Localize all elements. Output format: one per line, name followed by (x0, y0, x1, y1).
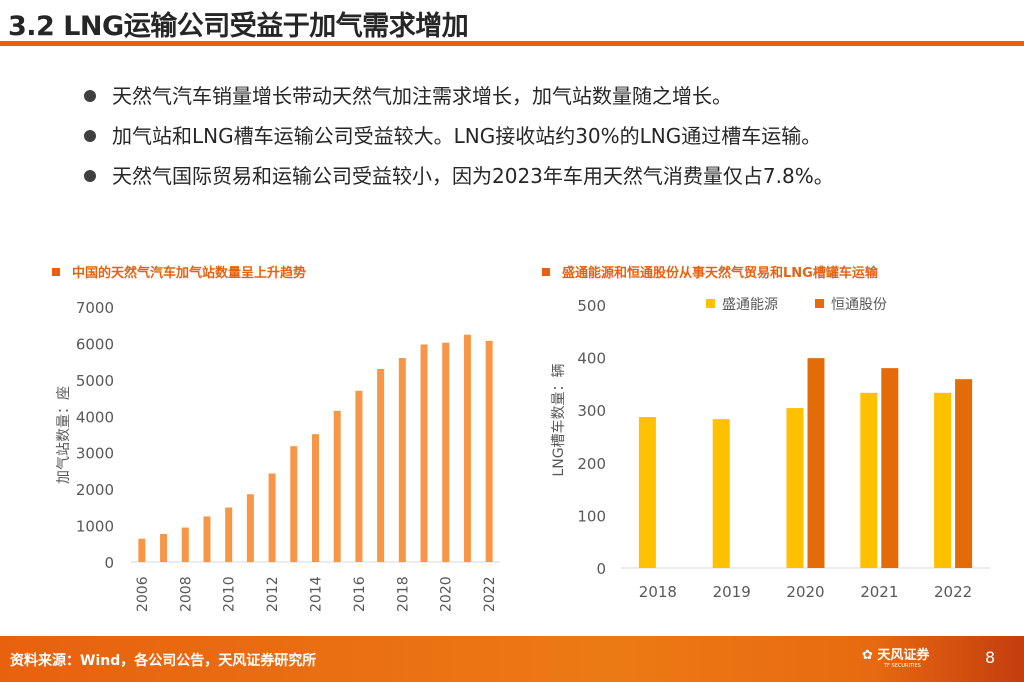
square-bullet-icon (52, 268, 60, 276)
chart2-x-tick: 2021 (860, 583, 898, 601)
page-number: 8 (985, 648, 996, 667)
chart1-bar-2022 (485, 340, 493, 562)
chart1-bar-2012 (268, 473, 276, 562)
chart1-bar-2009 (203, 516, 211, 562)
source-note: 资料来源：Wind，各公司公告，天风证券研究所 (10, 653, 317, 669)
chart2-x-tick: 2019 (713, 583, 751, 601)
slide-title: 3.2 LNG运输公司受益于加气需求增加 (8, 11, 469, 42)
chart1-title-text: 中国的天然气汽车加气站数量呈上升趋势 (72, 266, 307, 281)
chart1-bar-2016 (355, 390, 363, 562)
bullet-list: 天然气汽车销量增长带动天然气加注需求增长，加气站数量随之增长。 加气站和LNG槽… (84, 76, 834, 196)
chart2-bar-2021-1 (881, 368, 899, 568)
chart1-bar-2018 (398, 358, 406, 562)
chart1-y-tick: 1000 (76, 518, 114, 536)
company-logo: ✿ 天风证券 TF SECURITIES (862, 644, 929, 669)
chart1-bar-2015 (333, 410, 341, 562)
chart2-y-tick: 200 (577, 455, 606, 473)
chart2-x-tick: 2018 (639, 583, 677, 601)
legend-swatch (815, 299, 824, 308)
chart1-bar-2006 (138, 538, 146, 562)
chart1-y-tick: 6000 (76, 335, 114, 353)
chart1-bar-2014 (312, 434, 319, 562)
chart1-bar-2017 (377, 368, 385, 562)
logo-flower-icon: ✿ (862, 648, 878, 663)
chart2-bar-2022-1 (955, 379, 973, 568)
chart1-x-tick: 2012 (265, 576, 281, 612)
legend-swatch (706, 299, 715, 308)
bullet-item: 天然气国际贸易和运输公司受益较小，因为2023年车用天然气消费量仅占7.8%。 (84, 156, 834, 196)
chart2-bar-2019-0 (712, 419, 730, 568)
chart1-y-tick: 5000 (76, 372, 114, 390)
chart2-bar-2021-0 (860, 392, 878, 568)
chart2-bar-2018-0 (638, 417, 656, 568)
chart2-bar-2022-0 (934, 392, 952, 568)
chart1-bar-2021 (463, 334, 471, 562)
chart1-title: 中国的天然气汽车加气站数量呈上升趋势 (52, 262, 306, 281)
chart1-y-tick: 3000 (76, 445, 114, 463)
chart2-y-label: LNG槽车数量：辆 (550, 363, 567, 476)
chart1-bar-2019 (420, 344, 428, 562)
chart2-bar-2020-1 (807, 358, 825, 568)
chart1-y-tick: 2000 (76, 481, 114, 499)
chart1-y-label: 加气站数量：座 (56, 386, 72, 484)
chart1-x-tick: 2010 (222, 576, 238, 612)
chart1-bar-2007 (160, 533, 168, 562)
logo-subtext: TF SECURITIES (884, 663, 921, 669)
chart2-y-tick: 300 (577, 402, 606, 420)
chart2-y-tick: 400 (577, 350, 606, 368)
chart1-x-tick: 2018 (395, 576, 411, 612)
chart1-bar-2020 (442, 342, 450, 562)
legend-label: 盛通能源 (722, 297, 778, 313)
chart1-bar-2013 (290, 446, 298, 562)
chart1-y-tick: 4000 (76, 408, 114, 426)
square-bullet-icon (542, 268, 550, 276)
chart1-x-tick: 2020 (439, 576, 455, 612)
chart1-y-tick: 0 (104, 554, 114, 572)
chart1-x-tick: 2006 (135, 576, 151, 612)
chart1-x-tick: 2016 (352, 576, 368, 612)
chart2-y-tick: 500 (577, 297, 606, 315)
bullet-item: 加气站和LNG槽车运输公司受益较大。LNG接收站约30%的LNG通过槽车运输。 (84, 116, 834, 156)
chart2-bar-2020-0 (786, 408, 804, 568)
chart1-bar-2010 (225, 507, 233, 562)
chart1-x-tick: 2022 (482, 576, 498, 612)
chart1-bar-2011 (246, 494, 254, 562)
chart2-y-tick: 100 (577, 507, 606, 525)
chart2-title-text: 盛通能源和恒通股份从事天然气贸易和LNG槽罐车运输 (562, 266, 878, 281)
chart2-x-tick: 2022 (934, 583, 972, 601)
title-divider (0, 41, 1024, 46)
chart2-x-tick: 2020 (786, 583, 824, 601)
legend-label: 恒通股份 (831, 297, 887, 313)
logo-text: 天风证券 (877, 648, 930, 663)
chart2-title: 盛通能源和恒通股份从事天然气贸易和LNG槽罐车运输 (542, 262, 878, 281)
chart1-x-tick: 2014 (309, 576, 325, 612)
chart1-y-tick: 7000 (76, 299, 114, 317)
bullet-item: 天然气汽车销量增长带动天然气加注需求增长，加气站数量随之增长。 (84, 76, 834, 116)
footer-bar: 资料来源：Wind，各公司公告，天风证券研究所 ✿ 天风证券 TF SECURIT… (0, 636, 1024, 682)
chart1-bar-2008 (181, 527, 189, 562)
chart1-x-tick: 2008 (178, 576, 194, 612)
chart2-y-tick: 0 (596, 560, 606, 578)
